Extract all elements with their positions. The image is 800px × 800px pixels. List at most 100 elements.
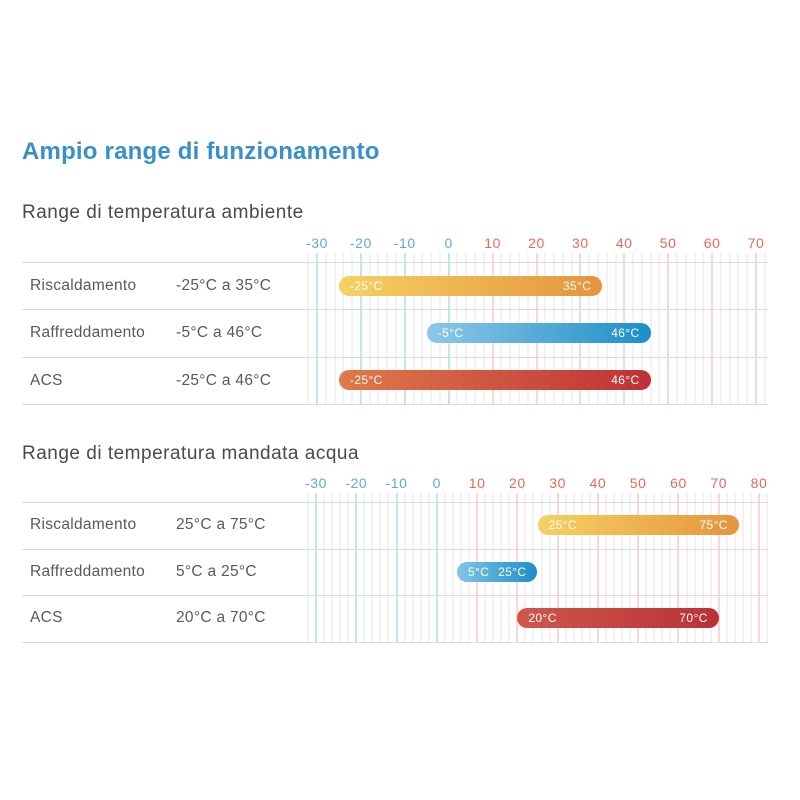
minor-gridline [412,493,414,642]
axis-tick-label: -30 [304,475,328,491]
axis-ruler-line [22,262,768,263]
minor-gridline [386,253,388,404]
minor-gridline [737,253,739,404]
major-gridline [717,493,720,642]
axis-ruler-line [22,502,768,503]
minor-gridline [685,253,687,404]
axis-tick-label: 60 [703,235,721,251]
row-separator-line [22,595,768,596]
axis-tick-label: -20 [349,235,372,251]
minor-gridline [331,493,333,642]
bar-end-label: 35°C [562,278,592,293]
axis-tick-label: 30 [549,475,567,491]
range-bar-acs: 20°C 70°C [517,608,719,629]
minor-gridline [605,493,607,642]
minor-gridline [720,253,722,404]
row-label-riscaldamento: Riscaldamento [30,277,137,294]
bar-end-label: 70°C [679,611,708,626]
bar-end-label: 75°C [699,518,728,533]
minor-gridline [369,253,371,404]
major-gridline [677,493,680,642]
minor-gridline [710,493,712,642]
minor-gridline [565,493,567,642]
minor-gridline [404,493,406,642]
minor-gridline [307,253,309,404]
minor-gridline [694,493,696,642]
major-gridline [403,253,406,404]
minor-gridline [379,493,381,642]
axis-tick-label: 50 [629,475,647,491]
axis-tick-label: 50 [659,235,677,251]
axis-tick-label: 0 [444,235,453,251]
minor-gridline [764,253,766,404]
range-bar-raffreddamento: -5°C 46°C [426,322,651,343]
row-range-text: 25°C a 75°C [176,516,266,533]
plot-ambient: Riscaldamento -25°C a 35°C -25°C 35°C Raffre… [22,253,768,405]
minor-gridline [371,493,373,642]
bar-start-label: -25°C [349,373,383,388]
axis-tick-label: 70 [747,235,765,251]
minor-gridline [325,253,327,404]
minor-gridline [694,253,696,404]
minor-gridline [420,493,422,642]
minor-gridline [351,253,353,404]
minor-gridline [334,253,336,404]
minor-gridline [746,253,748,404]
axis-tick-label: 70 [710,475,728,491]
axis-tick-label: 20 [528,235,545,251]
minor-gridline [686,493,687,642]
axis-tick-label: -30 [305,235,329,251]
minor-gridline [613,493,615,642]
minor-gridline [742,493,744,642]
minor-gridline [734,493,736,642]
chart-water-supply-temperature: Range di temperatura mandata acqua -30 -2… [22,443,768,643]
row-range-text: -25°C a 46°C [176,371,272,389]
axis-water-supply: -30 -20 -10 0 10 20 30 40 50 60 70 80 [22,475,768,493]
page-title: Ampio range di funzionamento [22,138,380,165]
minor-gridline [363,493,365,642]
major-gridline [355,493,358,642]
row-range-text: -25°C a 35°C [176,277,272,294]
row-range-text: -5°C a 46°C [176,324,263,342]
row-separator-line [22,548,768,550]
axis-tick-label: 0 [432,475,442,491]
bar-start-label: 5°C [467,564,490,579]
range-bar-raffreddamento: 5°C 25°C [456,561,538,582]
minor-gridline [347,493,349,642]
minor-gridline [307,493,309,642]
minor-gridline [702,493,704,642]
major-gridline [316,253,318,404]
minor-gridline [413,253,415,404]
major-gridline [667,253,670,404]
major-gridline [395,493,398,642]
bar-start-label: -5°C [437,325,464,340]
axis-tick-label: 20 [508,475,526,491]
row-separator-line [22,309,768,311]
row-separator-line [22,641,768,643]
major-gridline [556,493,559,642]
axis-tick-label: 40 [589,475,607,491]
minor-gridline [729,253,731,404]
axis-tick-label: 40 [615,235,633,251]
minor-gridline [750,493,752,642]
range-bar-riscaldamento: 25°C 75°C [537,515,739,536]
major-gridline [359,253,362,404]
minor-gridline [541,493,543,642]
minor-gridline [395,253,397,404]
major-gridline [758,493,760,642]
minor-gridline [377,253,379,404]
plot-water-supply: Riscaldamento 25°C a 75°C 25°C 75°C Raffredd… [22,493,768,643]
chart-title-ambient: Range di temperatura ambiente [22,202,304,223]
minor-gridline [342,253,344,404]
bar-end-label: 46°C [611,325,640,340]
axis-tick-label: 30 [572,235,589,251]
axis-ambient: -30 -20 -10 0 10 20 30 40 50 60 70 [22,235,768,253]
minor-gridline [629,493,631,642]
minor-gridline [421,253,423,404]
row-range-text: 20°C a 70°C [176,609,266,626]
minor-gridline [653,493,655,642]
major-gridline [315,493,317,642]
row-label-riscaldamento: Riscaldamento [30,516,137,533]
range-bar-riscaldamento: -25°C 35°C [338,275,603,296]
axis-tick-label: 60 [670,475,687,491]
